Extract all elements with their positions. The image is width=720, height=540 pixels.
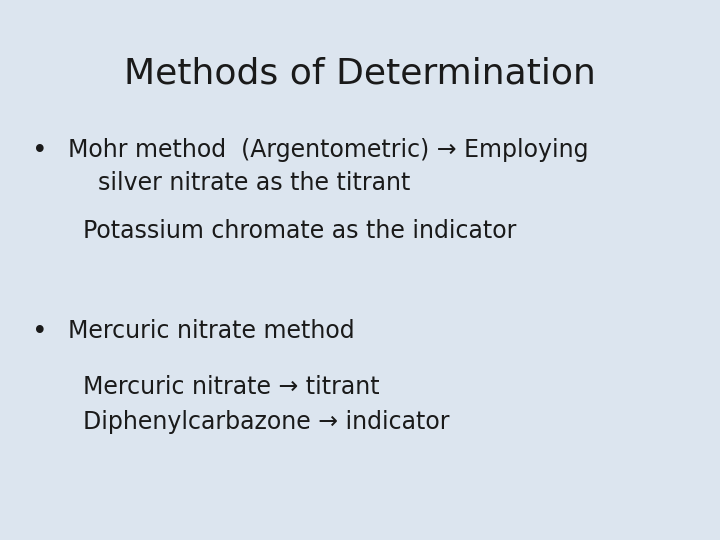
- Text: Methods of Determination: Methods of Determination: [124, 57, 596, 91]
- Text: Mohr method  (Argentometric) → Employing
    silver nitrate as the titrant: Mohr method (Argentometric) → Employing …: [68, 138, 589, 195]
- Text: Mercuric nitrate method: Mercuric nitrate method: [68, 319, 355, 342]
- Text: •: •: [32, 138, 48, 164]
- Text: Potassium chromate as the indicator: Potassium chromate as the indicator: [83, 219, 516, 242]
- Text: •: •: [32, 319, 48, 345]
- Text: Mercuric nitrate → titrant
Diphenylcarbazone → indicator: Mercuric nitrate → titrant Diphenylcarba…: [83, 375, 449, 434]
